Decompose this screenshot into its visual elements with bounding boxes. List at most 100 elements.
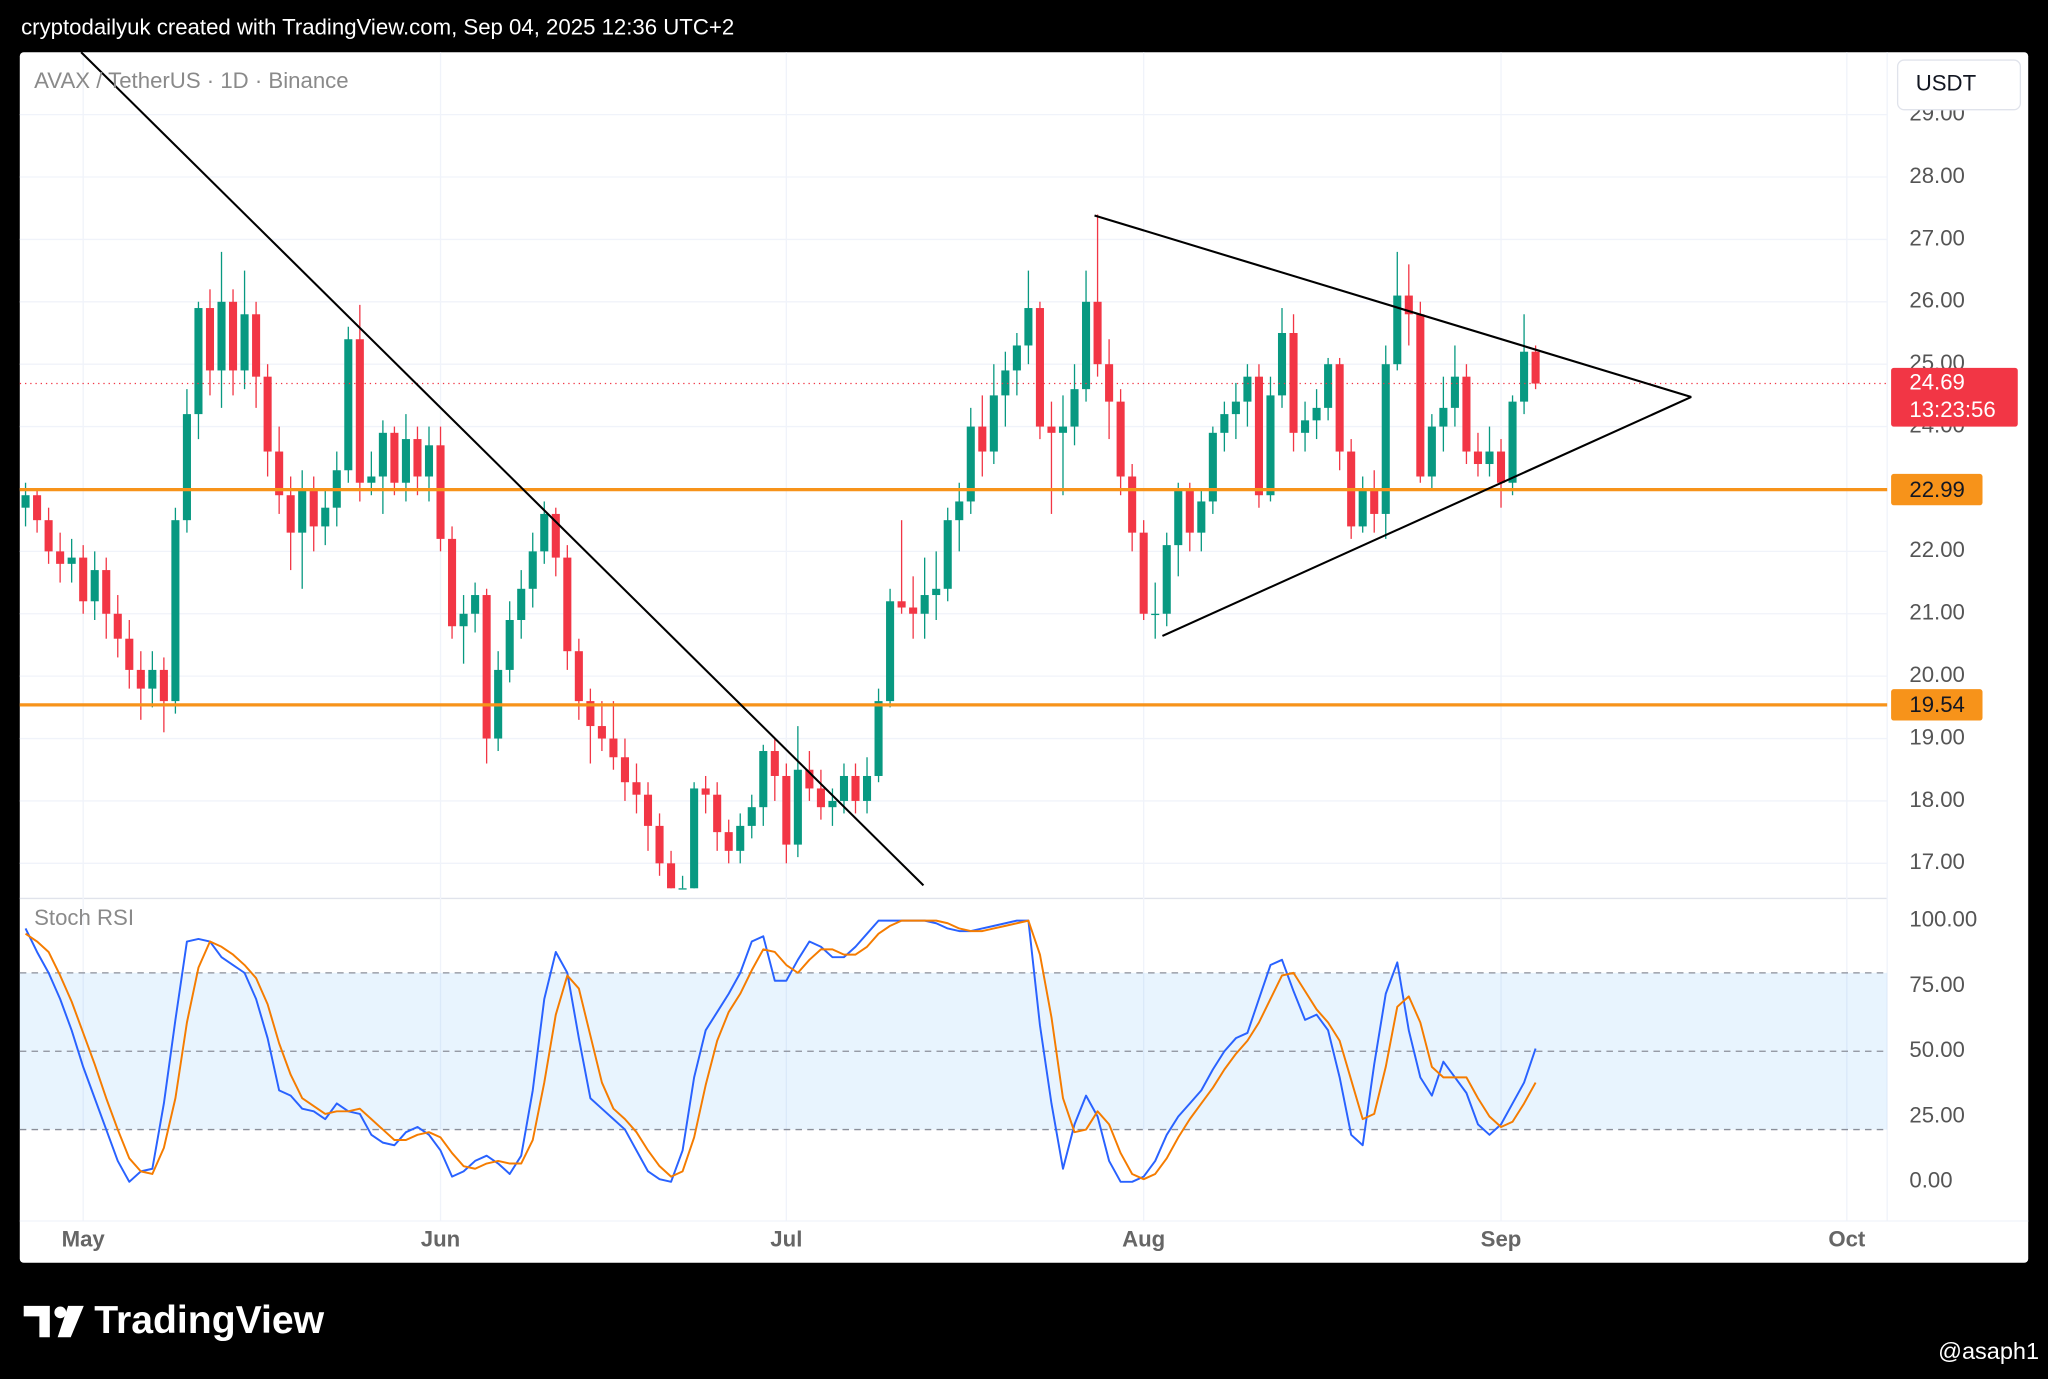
candle-body	[1093, 301, 1102, 365]
candle-body	[102, 570, 111, 614]
y2-tick-label: 100.00	[1909, 906, 1977, 931]
candle-body	[1531, 351, 1540, 384]
candle-body	[1220, 414, 1229, 433]
indicator-title: Stoch RSI	[34, 905, 134, 930]
candle-body	[367, 476, 376, 483]
candle-body	[1301, 420, 1310, 433]
candle-body	[436, 445, 445, 539]
countdown: 13:23:56	[1909, 397, 1995, 422]
candle-body	[966, 426, 975, 502]
currency-box[interactable]	[1896, 59, 2022, 111]
candle-body	[643, 794, 653, 826]
candle-body	[1416, 314, 1425, 477]
candle-body	[897, 601, 906, 608]
candle-body	[413, 439, 422, 477]
y2-tick-label: 25.00	[1909, 1102, 1965, 1127]
candle-body	[1105, 364, 1114, 402]
candle-body	[56, 551, 65, 564]
level-label-box	[1891, 473, 1983, 506]
candle-body	[79, 557, 88, 602]
candle-body	[909, 607, 918, 614]
header: cryptodailyuk created with TradingView.c…	[21, 15, 734, 40]
candle-body	[505, 619, 514, 670]
candle-body	[309, 488, 318, 527]
candle-body	[275, 451, 284, 496]
candle-body	[424, 445, 434, 477]
y-tick-label: 18.00	[1909, 787, 1965, 812]
x-tick-label: Sep	[1481, 1226, 1522, 1251]
candle-body	[459, 613, 468, 627]
candle-body	[321, 507, 330, 527]
candle-body	[136, 669, 145, 689]
candle-body	[862, 775, 872, 801]
logo-shape	[54, 1306, 67, 1319]
candle-body	[770, 751, 779, 776]
candle-body	[1231, 401, 1240, 415]
brand: TradingView	[94, 1299, 324, 1342]
candle-body	[1370, 488, 1379, 514]
candle-body	[874, 701, 883, 776]
candle-body	[782, 775, 791, 845]
candle-body	[563, 557, 572, 652]
candle-body	[401, 439, 410, 483]
candle-body	[805, 769, 814, 789]
candle-body	[701, 788, 710, 795]
candle-body	[1024, 308, 1033, 346]
candle-body	[932, 588, 941, 596]
candle-body	[816, 788, 825, 808]
candle-body	[597, 726, 606, 739]
candle-body	[667, 863, 676, 889]
trendline	[1094, 214, 1692, 398]
candle-body	[690, 788, 699, 889]
candle-body	[205, 308, 215, 371]
candle-body	[44, 520, 53, 552]
candle-body	[1324, 364, 1333, 408]
last-price-box	[1891, 367, 2018, 427]
candle-body	[33, 495, 42, 521]
candle-body	[1082, 301, 1091, 390]
candle-body	[21, 495, 30, 508]
candle-body	[851, 775, 860, 801]
candle-body	[217, 301, 226, 371]
candle-body	[240, 314, 249, 371]
overlay: AVAX / TetherUS · 1D · Binance Stoch RSI…	[34, 51, 2022, 930]
x-tick-label: Jul	[770, 1226, 802, 1251]
candle-body	[713, 794, 722, 833]
level-label: 22.99	[1909, 477, 1965, 502]
candle-body	[1496, 451, 1506, 483]
candle-body	[482, 595, 491, 739]
symbol-title: AVAX / TetherUS · 1D · Binance	[34, 68, 348, 93]
candle-body	[1197, 501, 1206, 533]
candle-body	[125, 638, 134, 670]
candle-body	[551, 513, 560, 558]
candle-body	[471, 595, 480, 614]
candle-body	[1508, 401, 1517, 483]
candle-body	[517, 588, 526, 620]
level-label: 19.54	[1909, 692, 1965, 717]
candle-body	[1243, 376, 1252, 402]
candle-body	[159, 669, 168, 702]
candle-body	[1393, 295, 1402, 365]
candle-body	[1047, 426, 1056, 433]
candle-body	[655, 825, 664, 864]
candle-body	[1381, 364, 1390, 514]
brand-logo	[23, 1305, 84, 1338]
currency[interactable]: USDT	[1916, 71, 1977, 96]
stoch-line	[24, 919, 1537, 1181]
candle-body	[1139, 532, 1148, 614]
x-tick-label: Oct	[1828, 1226, 1866, 1251]
candle-body	[448, 538, 457, 627]
candle-body	[1254, 376, 1263, 496]
logo-shape	[23, 1305, 50, 1338]
candle-body	[747, 807, 756, 826]
candle-body	[1185, 488, 1194, 533]
candle-body	[620, 757, 629, 783]
candle-body	[1358, 488, 1367, 527]
x-tick-label: Aug	[1122, 1226, 1165, 1251]
y2-tick-label: 0.00	[1909, 1168, 1952, 1193]
watermark: @asaph1	[1938, 1338, 2039, 1364]
candle-body	[586, 701, 595, 727]
candle-body	[920, 595, 929, 614]
candle-body	[1520, 351, 1529, 402]
